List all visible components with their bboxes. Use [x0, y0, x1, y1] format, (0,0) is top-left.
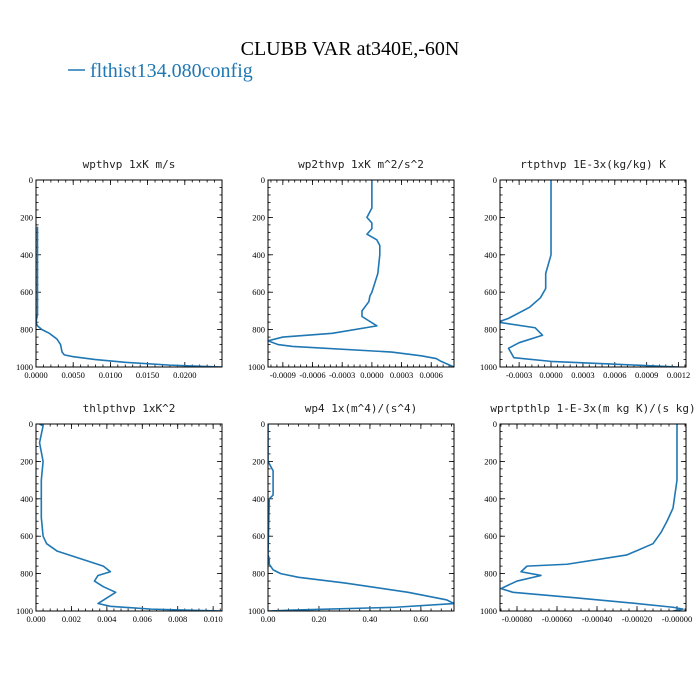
x-tick-label: -0.0003: [506, 370, 532, 380]
x-tick-label: 0.0200: [173, 370, 196, 380]
x-tick-label: -0.00020: [622, 614, 652, 624]
series-line: [36, 226, 222, 367]
x-tick-label: 0.0100: [99, 370, 122, 380]
x-tick-label: -0.0009: [270, 370, 296, 380]
x-tick-label: 0.0009: [635, 370, 658, 380]
x-tick-label: 0.20: [312, 614, 327, 624]
x-tick-label: 0.0000: [360, 370, 383, 380]
panel-frame: [499, 179, 687, 368]
y-tick-label: 600: [20, 287, 33, 297]
x-tick-label: -0.0006: [299, 370, 325, 380]
x-tick-label: 0.60: [413, 614, 428, 624]
x-tick-label: 0.0006: [603, 370, 626, 380]
y-tick-label: 400: [484, 494, 497, 504]
y-tick-label: 400: [20, 250, 33, 260]
x-tick-label: -0.00060: [542, 614, 572, 624]
y-tick-label: 200: [252, 212, 265, 222]
y-tick-label: 400: [484, 250, 497, 260]
y-tick-label: 0: [261, 175, 265, 185]
panel-frame: [35, 423, 223, 612]
panel-title: thlpthvp 1xK^2: [83, 402, 176, 415]
panel-title: wpthvp 1xK m/s: [83, 158, 176, 171]
y-tick-label: 1000: [248, 362, 265, 372]
chart-panel: wp4 1x(m^4)/(s^4) 0.00 0.20 0.40 0.60 0 200 400…: [248, 402, 455, 624]
x-tick-label: 0.000: [26, 614, 45, 624]
y-tick-label: 800: [484, 325, 497, 335]
y-tick-label: 0: [493, 175, 497, 185]
x-tick-label: 0.0000: [539, 370, 562, 380]
y-tick-label: 800: [252, 569, 265, 579]
series-line: [500, 180, 679, 367]
y-tick-label: 200: [484, 212, 497, 222]
panel-title: rtpthvp 1E-3x(kg/kg) K: [520, 158, 666, 171]
panel-title: wp4 1x(m^4)/(s^4): [305, 402, 418, 415]
y-tick-label: 600: [484, 287, 497, 297]
y-tick-label: 0: [261, 419, 265, 429]
y-tick-label: 200: [20, 212, 33, 222]
panel-frame: [499, 423, 687, 612]
x-tick-label: 0.0003: [390, 370, 413, 380]
y-tick-label: 600: [20, 531, 33, 541]
chart-panel: wpthvp 1xK m/s 0.0000 0.0050 0.0100 0.0150 0.…: [16, 158, 223, 380]
x-tick-label: 0.004: [97, 614, 117, 624]
y-tick-label: 400: [20, 494, 33, 504]
y-tick-label: 1000: [480, 606, 497, 616]
panel-title: wp2thvp 1xK m^2/s^2: [298, 158, 424, 171]
figure-legend: flthist134.080config: [68, 60, 253, 82]
x-tick-label: 0.0000: [24, 370, 47, 380]
x-tick-label: -0.00040: [582, 614, 612, 624]
x-tick-label: 0.006: [133, 614, 152, 624]
x-tick-label: 0.00: [261, 614, 276, 624]
y-tick-label: 1000: [16, 606, 33, 616]
chart-panel: thlpthvp 1xK^2 0.000 0.002 0.004 0.006 0.008 0…: [16, 402, 223, 624]
panel-frame: [267, 179, 455, 368]
series-line: [38, 424, 222, 611]
y-tick-label: 1000: [16, 362, 33, 372]
y-tick-label: 800: [484, 569, 497, 579]
x-tick-label: 0.008: [168, 614, 187, 624]
series-line: [500, 424, 684, 611]
x-tick-label: -0.00080: [502, 614, 532, 624]
x-tick-label: 0.0006: [420, 370, 443, 380]
y-tick-label: 600: [252, 287, 265, 297]
x-tick-label: 0.010: [204, 614, 223, 624]
panel-grid: wpthvp 1xK m/s0.0000 0.0050 0.0100 0.0150 0.…: [16, 158, 696, 624]
series-line: [268, 180, 454, 367]
y-tick-label: 1000: [480, 362, 497, 372]
legend-label: flthist134.080config: [90, 60, 253, 82]
x-tick-label: 0.0012: [667, 370, 690, 380]
y-tick-label: 200: [252, 456, 265, 466]
x-tick-label: 0.0003: [571, 370, 594, 380]
panel-frame: [35, 179, 223, 368]
x-tick-label: 0.0150: [136, 370, 159, 380]
y-tick-label: 600: [484, 531, 497, 541]
y-tick-label: 800: [20, 569, 33, 579]
chart-panel: wp2thvp 1xK m^2/s^2 -0.0009 -0.0006 -0.0003…: [248, 158, 455, 380]
y-tick-label: 200: [20, 456, 33, 466]
panel-title: wprtpthlp 1-E-3x(m kg K)/(s kg): [490, 402, 695, 415]
y-tick-label: 0: [29, 175, 33, 185]
y-tick-label: 200: [484, 456, 497, 466]
y-tick-label: 0: [29, 419, 33, 429]
series-line: [268, 424, 454, 611]
y-tick-label: 0: [493, 419, 497, 429]
y-tick-label: 400: [252, 494, 265, 504]
x-tick-label: -0.0003: [329, 370, 355, 380]
y-tick-label: 600: [252, 531, 265, 541]
x-tick-label: 0.40: [362, 614, 377, 624]
chart-panel: rtpthvp 1E-3x(kg/kg) K -0.0003 0.0000 0.000…: [480, 158, 690, 380]
x-tick-label: 0.0050: [62, 370, 85, 380]
x-tick-label: 0.002: [62, 614, 81, 624]
chart-panel: wprtpthlp 1-E-3x(m kg K)/(s kg)-0.00080-…: [480, 402, 696, 624]
panel-frame: [267, 423, 455, 612]
y-tick-label: 400: [252, 250, 265, 260]
y-tick-label: 1000: [248, 606, 265, 616]
figure-title: CLUBB VAR at340E,-60N: [241, 38, 460, 60]
y-tick-label: 800: [252, 325, 265, 335]
y-tick-label: 800: [20, 325, 33, 335]
x-tick-label: -0.00000: [662, 614, 692, 624]
